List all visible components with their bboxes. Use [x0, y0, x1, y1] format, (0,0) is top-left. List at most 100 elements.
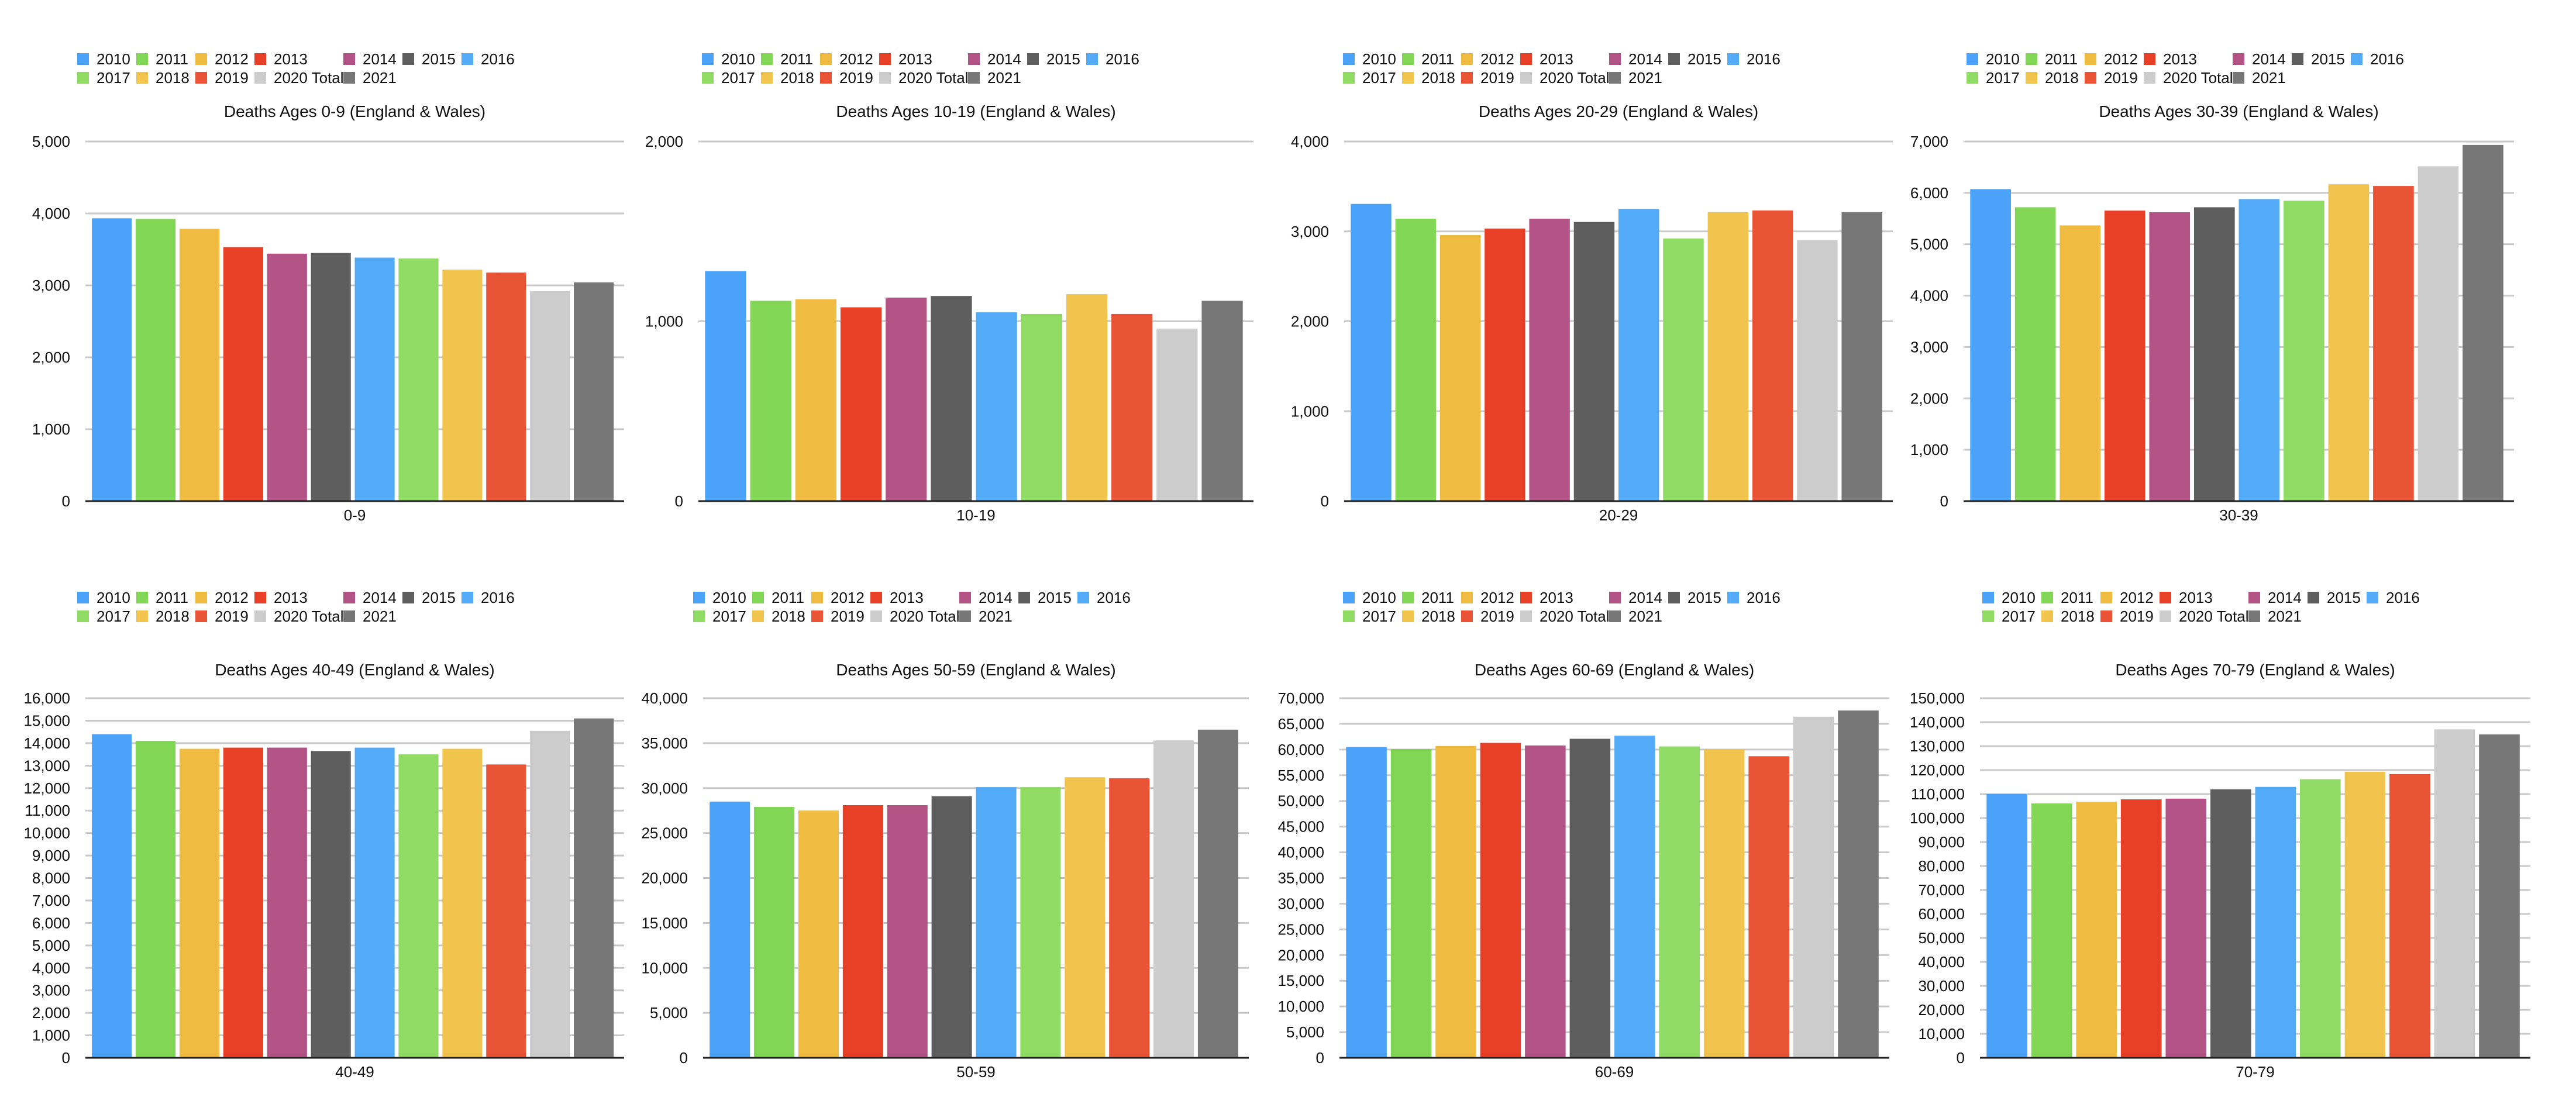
legend-item[interactable]: 2019: [1461, 608, 1514, 625]
bar-2014[interactable]: 2014: 13800: [267, 747, 307, 1058]
legend-item[interactable]: 2012: [195, 50, 249, 68]
bar-2010[interactable]: 2010: 3932: [92, 218, 132, 501]
legend-item[interactable]: 2021: [343, 608, 397, 625]
legend-item[interactable]: 2015: [1018, 589, 1072, 606]
legend-item[interactable]: 2018: [2026, 69, 2079, 87]
legend-item[interactable]: 2014: [343, 50, 397, 68]
bar-2010[interactable]: 2010: 1279: [705, 271, 746, 501]
bar-2016[interactable]: 2016: 3251: [1618, 209, 1659, 501]
bar-2011[interactable]: 2011: 3923: [135, 219, 176, 501]
legend-item[interactable]: 2013: [1520, 50, 1573, 68]
legend-item[interactable]: 2018: [761, 69, 814, 87]
bar-2018[interactable]: 2018: 1151: [1066, 294, 1108, 501]
bar-2019[interactable]: 2019: 58700: [1748, 756, 1789, 1058]
legend-item[interactable]: 2020 Total: [870, 608, 960, 625]
legend-item[interactable]: 2013: [1520, 589, 1573, 606]
legend-item[interactable]: 2020 Total: [254, 69, 344, 87]
bar-2013[interactable]: 2013: 107800: [2120, 799, 2162, 1058]
bar-2016[interactable]: 2016: 62700: [1614, 736, 1655, 1058]
bar-2019[interactable]: 2019: 3177: [486, 272, 526, 501]
legend-item[interactable]: 2010: [77, 50, 130, 68]
legend-item[interactable]: 2019: [1461, 69, 1514, 87]
legend-item[interactable]: 2015: [1027, 50, 1080, 68]
bar-2021[interactable]: 2021: 15100: [574, 718, 614, 1058]
legend-item[interactable]: 2021: [343, 69, 397, 87]
legend-item[interactable]: 2011: [136, 50, 188, 68]
legend-item[interactable]: 2016: [1727, 589, 1781, 606]
bar-2017[interactable]: 2017: 116200: [2300, 779, 2341, 1058]
bar-2011[interactable]: 2011: 106100: [2031, 803, 2072, 1058]
legend-item[interactable]: 2011: [2041, 589, 2093, 606]
bar-2019[interactable]: 2019: 1041: [1111, 313, 1153, 501]
bar-2017[interactable]: 2017: 1041: [1021, 313, 1062, 501]
legend-item[interactable]: 2013: [870, 589, 924, 606]
legend-item[interactable]: 2020 Total: [2144, 69, 2233, 87]
legend-item[interactable]: 2012: [1461, 50, 1514, 68]
bar-2021[interactable]: 2021: 3041: [574, 282, 614, 501]
bar-2019[interactable]: 2019: 6134: [2373, 186, 2414, 501]
bar-2016[interactable]: 2016: 1050: [976, 312, 1017, 501]
legend-item[interactable]: 2019: [195, 69, 249, 87]
bar-2017[interactable]: 2017: 2922: [1663, 238, 1704, 501]
legend-item[interactable]: 2013: [2160, 589, 2213, 606]
legend-item[interactable]: 2014: [343, 589, 397, 606]
bar-2020-total[interactable]: 2020 Total: 6518: [2417, 166, 2459, 501]
legend-item[interactable]: 2011: [2026, 50, 2078, 68]
legend-item[interactable]: 2015: [2292, 50, 2345, 68]
bar-2011[interactable]: 2011: 1114: [750, 301, 791, 501]
bar-2011[interactable]: 2011: 60100: [1390, 748, 1432, 1058]
legend-item[interactable]: 2015: [1668, 589, 1721, 606]
legend-item[interactable]: 2020 Total: [879, 69, 969, 87]
bar-2017[interactable]: 2017: 5847: [2284, 201, 2324, 501]
legend-item[interactable]: 2019: [811, 608, 865, 625]
bar-2014[interactable]: 2014: 5623: [2149, 212, 2191, 501]
legend-item[interactable]: 2014: [1609, 589, 1662, 606]
bar-2018[interactable]: 2018: 119300: [2344, 771, 2386, 1058]
legend-item[interactable]: 2010: [1967, 50, 2020, 68]
bar-2011[interactable]: 2011: 27900: [754, 807, 795, 1058]
legend-item[interactable]: 2011: [1402, 589, 1454, 606]
bar-2012[interactable]: 2012: 106800: [2076, 802, 2117, 1058]
bar-2016[interactable]: 2016: 113000: [2255, 786, 2296, 1058]
bar-2010[interactable]: 2010: 60500: [1346, 747, 1387, 1058]
bar-2015[interactable]: 2015: 112000: [2210, 789, 2251, 1058]
legend-item[interactable]: 2012: [811, 589, 865, 606]
bar-2021[interactable]: 2021: 3214: [1841, 212, 1882, 501]
bar-2021[interactable]: 2021: 6933: [2463, 144, 2503, 502]
bar-2015[interactable]: 2015: 3105: [1573, 222, 1615, 501]
bar-2020-total[interactable]: 2020 Total: 137000: [2434, 729, 2475, 1058]
legend-item[interactable]: 2016: [1077, 589, 1131, 606]
bar-2017[interactable]: 2017: 13500: [398, 754, 439, 1058]
bar-2018[interactable]: 2018: 6166: [2328, 184, 2370, 502]
legend-item[interactable]: 2018: [752, 608, 805, 625]
legend-item[interactable]: 2015: [1668, 50, 1721, 68]
bar-2010[interactable]: 2010: 14400: [92, 734, 132, 1058]
bar-2011[interactable]: 2011: 14100: [135, 741, 176, 1058]
legend-item[interactable]: 2020 Total: [1520, 69, 1610, 87]
legend-item[interactable]: 2012: [820, 50, 873, 68]
bar-2014[interactable]: 2014: 3141: [1529, 219, 1570, 501]
bar-2017[interactable]: 2017: 30100: [1020, 787, 1061, 1058]
legend-item[interactable]: 2017: [77, 608, 130, 625]
legend-item[interactable]: 2010: [693, 589, 746, 606]
bar-2020-total[interactable]: 2020 Total: 2918: [530, 291, 570, 501]
bar-2021[interactable]: 2021: 67600: [1838, 710, 1879, 1058]
bar-2016[interactable]: 2016: 30100: [976, 787, 1017, 1058]
legend-item[interactable]: 2019: [2100, 608, 2154, 625]
legend-item[interactable]: 2017: [1967, 69, 2020, 87]
legend-item[interactable]: 2010: [77, 589, 130, 606]
bar-2020-total[interactable]: 2020 Total: 959: [1156, 329, 1198, 501]
bar-2010[interactable]: 2010: 110000: [1986, 794, 2027, 1058]
bar-2012[interactable]: 2012: 13750: [179, 748, 220, 1058]
bar-2014[interactable]: 2014: 108100: [2165, 798, 2207, 1058]
bar-2016[interactable]: 2016: 3386: [354, 257, 395, 501]
bar-2018[interactable]: 2018: 13750: [442, 748, 483, 1058]
legend-item[interactable]: 2019: [195, 608, 249, 625]
bar-2018[interactable]: 2018: 31200: [1065, 777, 1106, 1058]
legend-item[interactable]: 2011: [752, 589, 804, 606]
bar-2016[interactable]: 2016: 5879: [2238, 199, 2280, 501]
bar-2016[interactable]: 2016: 13800: [354, 747, 395, 1058]
legend-item[interactable]: 2016: [1086, 50, 1139, 68]
legend-item[interactable]: 2014: [2233, 50, 2286, 68]
bar-2013[interactable]: 2013: 28100: [842, 805, 883, 1058]
